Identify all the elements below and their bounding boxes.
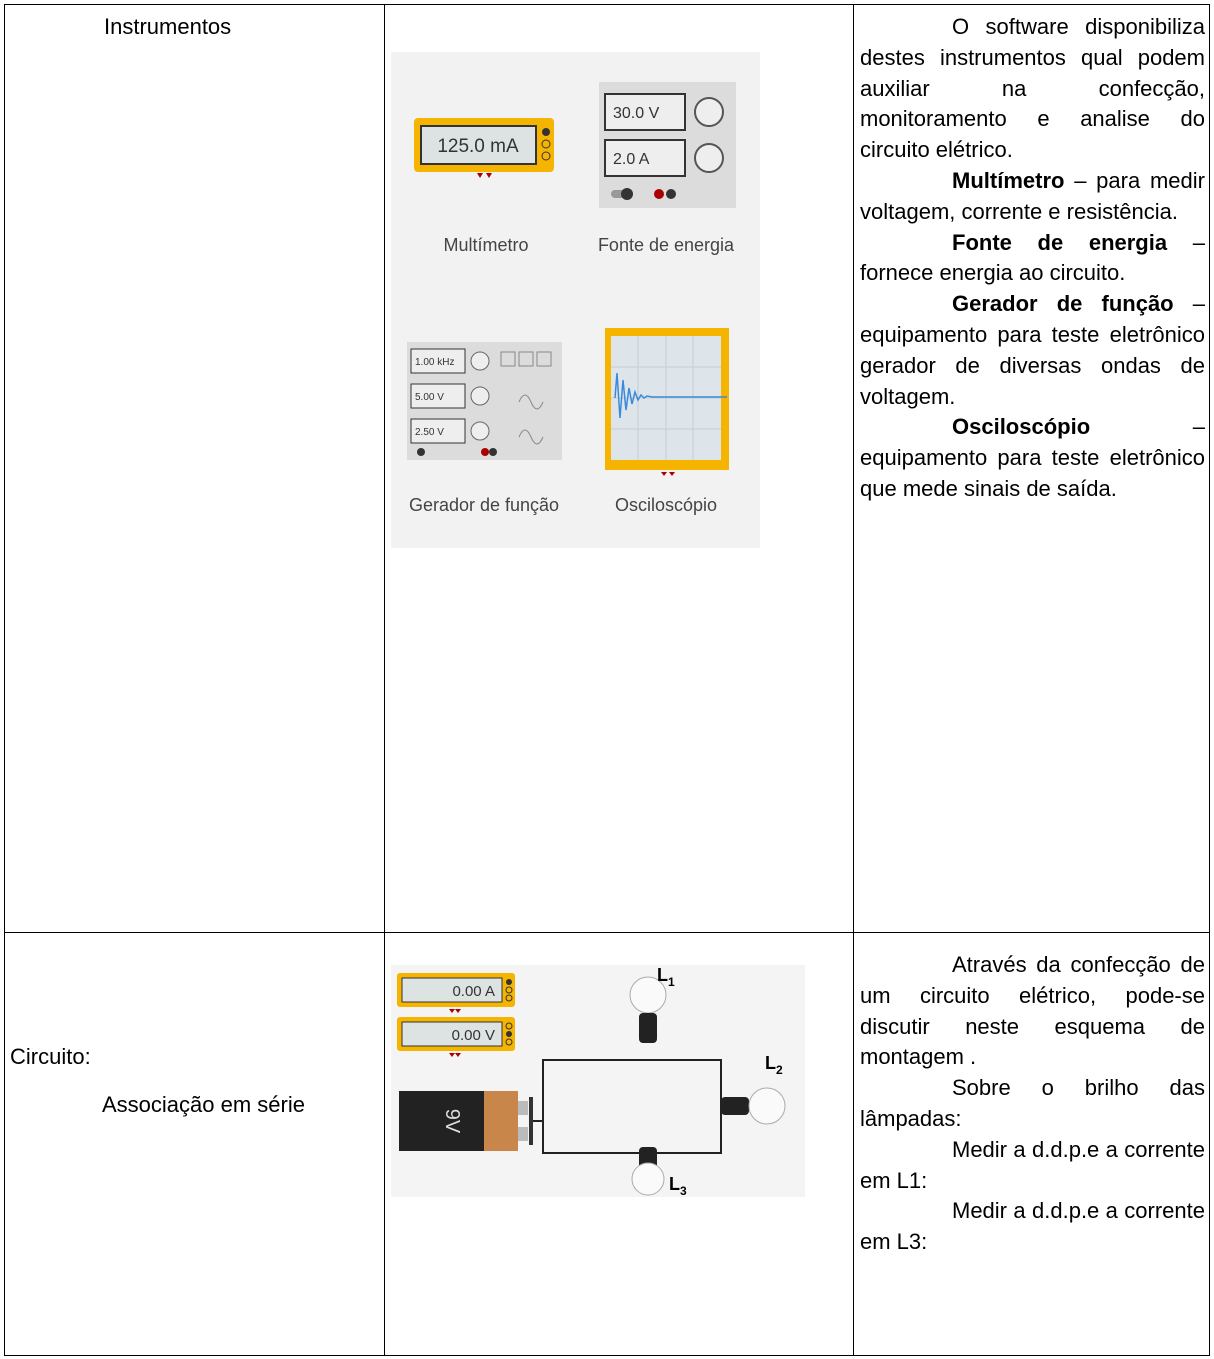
lamp-index: 2 <box>776 1063 783 1077</box>
text: – para medir voltagem, corrente e resist… <box>860 167 1205 224</box>
table-cell <box>4 932 385 1356</box>
reading: 2.0 A <box>613 151 650 168</box>
paragraph: Através da confecção de um circuito elét… <box>860 950 1205 1073</box>
table-cell <box>853 932 1210 1356</box>
lamp-index: 3 <box>680 1184 687 1197</box>
term: Multímetro <box>952 167 1065 193</box>
paragraph: Medir a d.d.p.e a corrente em L3: <box>860 1196 1205 1258</box>
lamp-label: L3 <box>669 1174 687 1197</box>
term: Osciloscópio <box>952 414 1091 440</box>
reading: 2.50 V <box>415 427 444 438</box>
instrument-name: Osciloscópio <box>615 495 717 515</box>
text: O software disponibiliza destes instrume… <box>860 14 1205 163</box>
lamp-label: L2 <box>765 1053 783 1077</box>
text: Através da confecção de um circuito elét… <box>860 952 1205 1070</box>
battery-label: 9V <box>441 1109 463 1134</box>
text: Medir a d.d.p.e a corrente em L1: <box>860 1136 1205 1193</box>
text: Sobre o brilho das lâmpadas: <box>860 1075 1205 1131</box>
term: Gerador de função <box>952 291 1174 317</box>
instrument-name: Gerador de função <box>409 495 559 515</box>
reading: 30.0 V <box>613 105 660 122</box>
lamp-letter: L <box>657 965 668 985</box>
paragraph: Osciloscópio – equipamento para teste el… <box>860 412 1205 504</box>
circuit-image: 0.00 A 0.00 V 9V L1 L2 L3 <box>391 965 805 1197</box>
paragraph: Sobre o brilho das lâmpadas: <box>860 1073 1205 1135</box>
paragraph: Multímetro – para medir voltagem, corren… <box>860 166 1205 228</box>
table-cell <box>4 4 385 933</box>
instrument-name: Fonte de energia <box>598 235 735 255</box>
instruments-image: 125.0 mA Multímetro 30.0 V 2.0 A Fonte d… <box>391 52 760 548</box>
description: O software disponibiliza destes instrume… <box>860 12 1205 505</box>
description: Através da confecção de um circuito elét… <box>860 950 1205 1258</box>
text: – equipamento para teste eletrônico gera… <box>860 291 1205 409</box>
lamp-letter: L <box>765 1053 776 1073</box>
paragraph: Gerador de função – equipamento para tes… <box>860 289 1205 412</box>
text: – fornece energia ao circuito. <box>860 229 1205 286</box>
paragraph: Medir a d.d.p.e a corrente em L1: <box>860 1135 1205 1197</box>
lamp-index: 1 <box>668 975 675 989</box>
reading: 5.00 V <box>415 392 444 403</box>
voltmeter-reading: 0.00 V <box>452 1027 495 1044</box>
reading: 125.0 mA <box>437 136 519 157</box>
row-label: Circuito: <box>10 1044 91 1069</box>
lamp-label: L1 <box>657 965 675 989</box>
row-sublabel: Associação em série <box>102 1092 305 1117</box>
lamp-letter: L <box>669 1174 680 1194</box>
text: – equipamento para teste eletrônico que … <box>860 414 1205 501</box>
text: Medir a d.d.p.e a corrente em L3: <box>860 1198 1205 1255</box>
ammeter-reading: 0.00 A <box>452 983 495 1000</box>
paragraph: Fonte de energia – fornece energia ao ci… <box>860 228 1205 290</box>
term: Fonte de energia <box>952 229 1168 255</box>
instrument-name: Multímetro <box>443 235 528 255</box>
row-label: Instrumentos <box>104 14 232 39</box>
paragraph: O software disponibiliza destes instrume… <box>860 12 1205 166</box>
reading: 1.00 kHz <box>415 357 454 368</box>
